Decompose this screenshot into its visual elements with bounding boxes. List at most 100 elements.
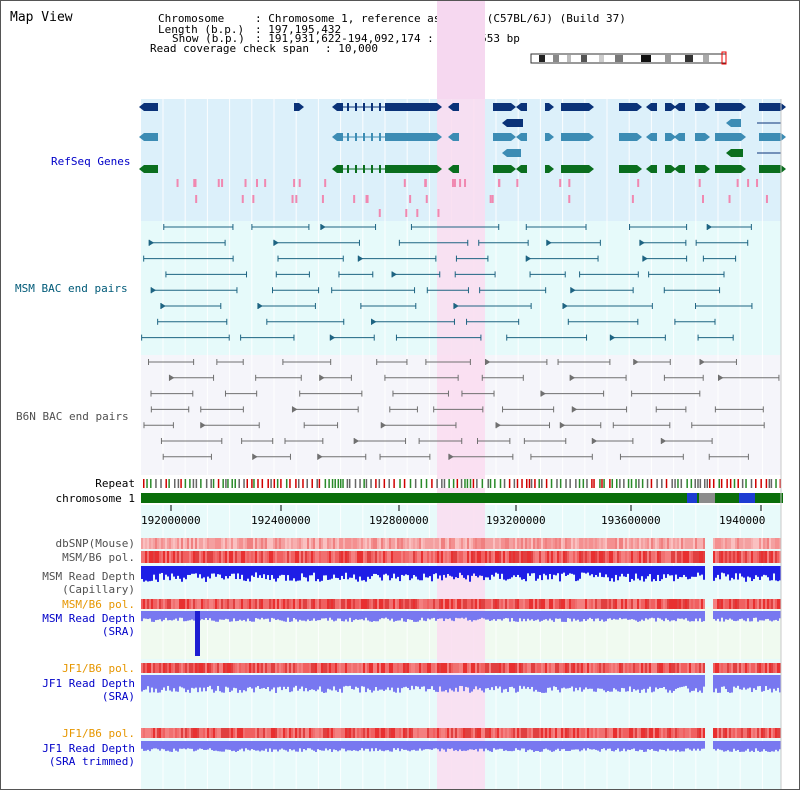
- pol-stripe: [553, 551, 555, 563]
- bac-arrow: [699, 359, 705, 365]
- pol-stripe: [605, 728, 607, 738]
- pol-stripe: [579, 599, 581, 609]
- depth-bar: [457, 611, 459, 619]
- depth-bar: [607, 675, 609, 691]
- depth-bar: [255, 611, 257, 619]
- depth-bar: [213, 741, 215, 751]
- pol-stripe: [591, 663, 593, 673]
- pol-stripe: [225, 551, 227, 563]
- pol-stripe: [299, 728, 301, 738]
- pol-stripe: [651, 728, 653, 738]
- depth-bar: [613, 566, 615, 582]
- pol-stripe: [197, 663, 199, 673]
- repeat-mark: [354, 479, 357, 488]
- pol-stripe: [617, 538, 619, 549]
- gene-block: [679, 165, 685, 173]
- depth-bar: [767, 566, 769, 578]
- pol-stripe: [293, 538, 295, 549]
- pol-stripe: [241, 551, 243, 563]
- length-value: : 197,195,432: [255, 23, 342, 36]
- pol-stripe: [461, 663, 463, 673]
- pol-stripe: [625, 728, 627, 738]
- pol-stripe: [523, 728, 525, 738]
- gene-block: [665, 165, 671, 173]
- pol-stripe: [643, 599, 645, 609]
- depth-bar: [395, 741, 397, 750]
- depth-bar: [599, 566, 601, 573]
- pol-stripe: [389, 538, 391, 549]
- depth-bar: [341, 566, 343, 576]
- pol-stripe: [325, 599, 327, 609]
- pol-stripe: [217, 728, 219, 738]
- depth-bar: [693, 741, 695, 749]
- pol-stripe: [151, 728, 153, 738]
- pol-stripe: [571, 663, 573, 673]
- depth-bar: [547, 741, 549, 750]
- depth-bar: [775, 611, 777, 620]
- pol-stripe: [743, 663, 745, 673]
- pol-stripe: [689, 663, 691, 673]
- depth-bar: [231, 675, 233, 691]
- pol-stripe: [423, 599, 425, 609]
- pol-stripe: [629, 728, 631, 738]
- pol-stripe: [447, 663, 449, 673]
- pol-stripe: [677, 599, 679, 609]
- pol-stripe: [617, 551, 619, 563]
- pol-stripe: [367, 551, 369, 563]
- depth-bar: [147, 675, 149, 687]
- pol-stripe: [273, 663, 275, 673]
- gene-arrow: [646, 133, 651, 141]
- pol-stripe: [435, 538, 437, 549]
- pol-stripe: [381, 728, 383, 738]
- depth-bar: [159, 611, 161, 620]
- pol-stripe: [379, 538, 381, 549]
- depth-bar: [269, 611, 271, 622]
- depth-bar: [529, 566, 531, 576]
- depth-bar: [361, 675, 363, 687]
- pol-stripe: [259, 538, 261, 549]
- depth-bar: [343, 566, 345, 580]
- depth-bar: [165, 611, 167, 618]
- depth-bar: [597, 611, 599, 619]
- pol-stripe: [577, 663, 579, 673]
- pol-stripe: [323, 538, 325, 549]
- pol-stripe: [403, 551, 405, 563]
- pol-stripe: [273, 599, 275, 609]
- pol-stripe: [537, 599, 539, 609]
- pol-stripe: [693, 551, 695, 563]
- pol-stripe: [761, 538, 763, 549]
- pol-stripe: [643, 728, 645, 738]
- depth-bar: [689, 675, 691, 693]
- pol-stripe: [243, 663, 245, 673]
- depth-bar: [313, 566, 315, 573]
- pol-stripe: [273, 538, 275, 549]
- repeat-mark: [295, 479, 297, 488]
- pol-stripe: [337, 663, 339, 673]
- pol-stripe: [313, 663, 315, 673]
- depth-bar: [427, 611, 429, 619]
- pol-stripe: [165, 663, 167, 673]
- depth-bar: [749, 611, 751, 622]
- pol-stripe: [409, 663, 411, 673]
- pol-stripe: [291, 538, 293, 549]
- depth-bar: [265, 611, 267, 619]
- pol-stripe: [665, 551, 667, 563]
- depth-bar: [185, 675, 187, 693]
- pol-stripe: [287, 599, 289, 609]
- depth-bar: [683, 611, 685, 620]
- depth-bar: [673, 675, 675, 691]
- depth-bar: [433, 675, 435, 690]
- depth-bar: [559, 611, 561, 619]
- pol-stripe: [775, 538, 777, 549]
- pol-stripe: [317, 663, 319, 673]
- pol-stripe: [229, 551, 231, 563]
- pol-stripe: [319, 663, 321, 673]
- pol-stripe: [457, 551, 459, 563]
- depth-bar: [665, 675, 667, 690]
- depth-bar: [413, 566, 415, 576]
- depth-bar: [675, 741, 677, 752]
- repeat-mark: [243, 479, 245, 488]
- pol-stripe: [329, 599, 331, 609]
- depth-bar: [239, 566, 241, 580]
